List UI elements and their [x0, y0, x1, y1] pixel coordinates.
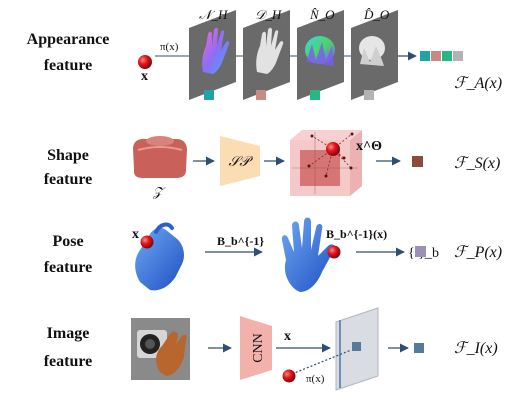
sp-module-label: 𝒮𝒫: [229, 155, 254, 170]
image-output-label: ℱ_I(x): [454, 340, 498, 357]
feature-cube-teal: [204, 90, 214, 100]
appearance-output-label: ℱ_A(x): [454, 75, 502, 92]
shape-feature-cube: [412, 156, 423, 167]
latent-shape-code: [133, 136, 187, 178]
image-label-line1: Image: [47, 325, 90, 342]
image-query-ball: [282, 369, 296, 383]
plane-normal-object: N̂_O: [297, 7, 344, 100]
plane-normal-hand: 𝒩_H: [189, 7, 236, 100]
pose-transform-label: B_b^{-1}: [217, 234, 264, 248]
cnn-label: CNN: [251, 333, 266, 363]
sp-module-box: [220, 136, 260, 186]
volume-cube: [290, 130, 362, 196]
pose-output-label: ℱ_P(x): [454, 244, 502, 261]
feature-cube-gray: [364, 90, 374, 100]
feature-map: [335, 307, 379, 391]
query-point-ball: [138, 55, 152, 69]
appearance-row: Appearance feature x π(x) 𝒩_H 𝒟_H N̂_O: [27, 7, 502, 100]
appearance-input-x: x: [141, 69, 148, 84]
feature-cube-green: [310, 90, 320, 100]
concatenated-feature-cubes: [420, 51, 463, 61]
appearance-projection-label: π(x): [160, 41, 179, 53]
plane-label-normal-hand: 𝒩_H: [199, 7, 228, 22]
appearance-label-line1: Appearance: [27, 31, 110, 48]
input-photo: [131, 318, 190, 380]
pose-label-line2: feature: [44, 259, 93, 276]
canonical-hand: [281, 217, 335, 292]
latent-code-label: 𝒵: [152, 184, 166, 199]
pose-query-ball: [140, 235, 154, 249]
plane-label-normal-object: N̂_O: [309, 7, 335, 22]
pose-input-x: x: [132, 227, 139, 242]
posed-hand: [135, 222, 184, 291]
pose-feature-cube: [415, 246, 426, 257]
pose-label-line1: Pose: [52, 233, 83, 250]
cnn-box: [240, 316, 272, 380]
plane-label-depth-object: D̂_O: [363, 7, 390, 22]
canonical-query-ball: [327, 245, 341, 259]
appearance-label-line2: feature: [44, 57, 93, 74]
feature-cube-rose: [256, 90, 266, 100]
image-input-x: x: [284, 329, 291, 344]
shape-point-label: x^Θ: [356, 139, 382, 154]
plane-label-depth-hand: 𝒟_H: [255, 7, 282, 22]
image-projection-ray: [291, 349, 352, 375]
shape-label-line2: feature: [44, 171, 93, 188]
image-row: Image feature CNN x π(x) ℱ_I(x): [44, 307, 498, 391]
shape-row: Shape feature 𝒵 𝒮𝒫: [44, 130, 500, 199]
shape-label-line1: Shape: [47, 147, 89, 164]
plane-depth-object: D̂_O: [351, 7, 398, 100]
image-feature-cube: [414, 343, 424, 353]
image-label-line2: feature: [44, 353, 93, 370]
plane-depth-hand: 𝒟_H: [243, 7, 290, 100]
pose-transformed-label: B_b^{-1}(x): [326, 227, 387, 241]
shape-output-label: ℱ_S(x): [454, 155, 500, 172]
pose-row: Pose feature x B_b^{-1} B_b^{-1}(x) { }_…: [44, 217, 502, 292]
image-projection-label: π(x): [306, 373, 325, 385]
